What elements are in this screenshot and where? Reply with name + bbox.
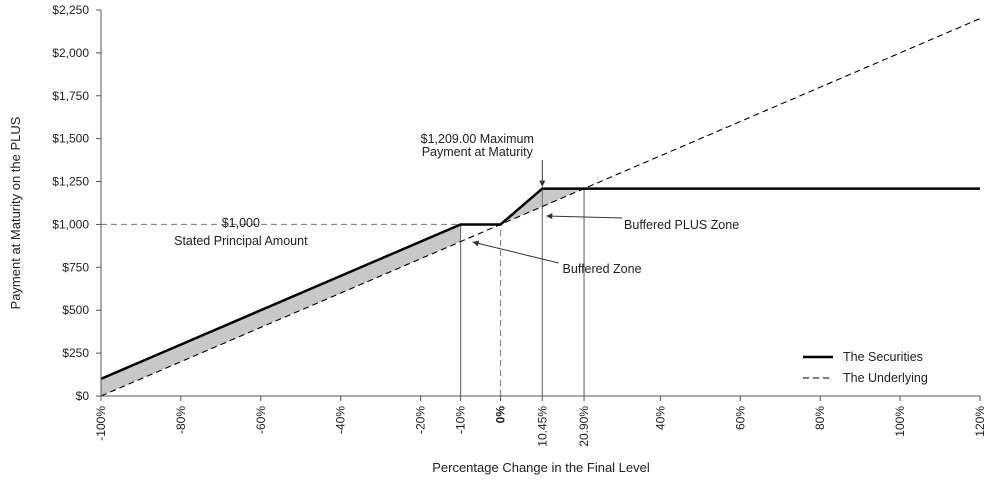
y-axis-title: Payment at Maturity on the PLUS (8, 116, 23, 309)
legend: The Securities The Underlying (803, 350, 928, 385)
y-tick-label: $1,500 (52, 132, 89, 146)
x-axis-title: Percentage Change in the Final Level (432, 460, 650, 475)
x-tick-label: 100% (893, 406, 907, 437)
axes: $0 $250 $500 $750 $1,000 $1,250 $1,500 $1,750 $2… (52, 3, 987, 447)
annotation-principal-line-2: Stated Principal Amount (174, 234, 308, 248)
x-tick-label: 20.90% (577, 406, 591, 447)
y-tick-label: $2,250 (52, 3, 89, 17)
y-tick-label: $1,250 (52, 175, 89, 189)
x-tick-label: -80% (174, 406, 188, 434)
reference-lines (101, 188, 585, 396)
y-tick-label: $250 (62, 346, 89, 360)
shaded-region-1 (101, 224, 461, 396)
y-tick-label: $500 (62, 303, 89, 317)
x-tick-label: -100% (94, 406, 108, 441)
legend-label-underlying: The Underlying (843, 371, 928, 385)
x-tick-label: -20% (414, 406, 428, 434)
arrow-buffered-plus-zone-line (546, 215, 623, 219)
arrow-maximum-head (539, 180, 546, 187)
x-tick-label: -10% (454, 406, 468, 434)
arrow-buffered-zone-head (472, 240, 480, 247)
x-tick-label: 80% (813, 406, 827, 430)
annotation-maximum-line-2: Payment at Maturity (422, 145, 534, 159)
x-tick-label: 0% (494, 406, 508, 424)
x-tick-label: 10.45% (535, 406, 549, 447)
annotation-principal-line-1: $1,000 (222, 216, 260, 230)
series-lines (100, 18, 981, 397)
legend-label-securities: The Securities (843, 350, 923, 364)
y-tick-label: $2,000 (52, 46, 89, 60)
y-tick-label: $1,750 (52, 89, 89, 103)
y-tick-label: $750 (62, 260, 89, 274)
x-tick-label: -60% (254, 406, 268, 434)
y-tick-label: $1,000 (52, 217, 89, 231)
x-tick-label: 40% (653, 406, 667, 430)
annotation-buffered-zone-line-1: Buffered Zone (563, 262, 642, 276)
x-tick-label: 120% (973, 406, 987, 437)
arrow-buffered-plus-zone-head (546, 213, 553, 220)
annotation-buffered-plus-zone-line-1: Buffered PLUS Zone (624, 218, 739, 232)
x-tick-label: -40% (334, 406, 348, 434)
y-tick-label: $0 (76, 389, 90, 403)
arrow-buffered-zone-line (472, 241, 559, 264)
annotation-maximum-line-1: $1,209.00 Maximum (421, 132, 534, 146)
x-tick-label: 60% (733, 406, 747, 430)
